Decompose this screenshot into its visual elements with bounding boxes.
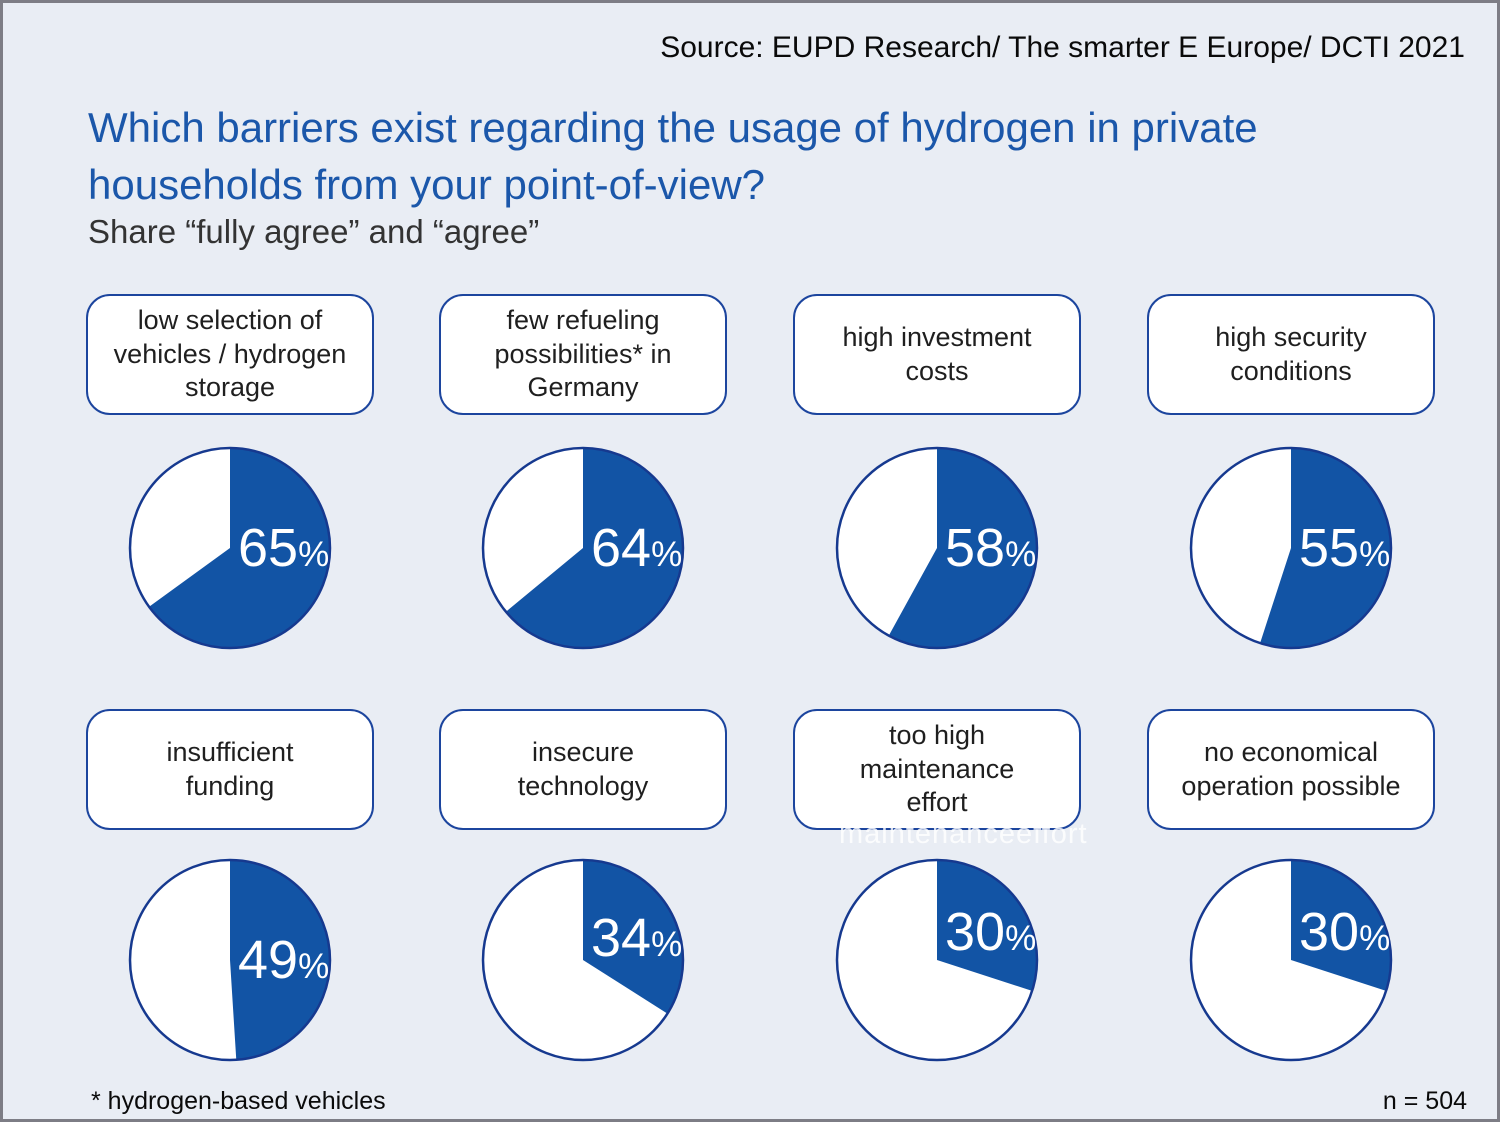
percent-label: 58% [945, 517, 1036, 579]
percent-value: 30 [1299, 902, 1360, 962]
chart-subtitle: Share “fully agree” and “agree” [88, 213, 540, 250]
barrier-label-box: high security conditions [1147, 294, 1435, 415]
barrier-label: too high maintenance effort [859, 719, 1015, 818]
barrier-label-box: few refueling possibilities* in Germany [439, 294, 727, 415]
percent-label: 64% [591, 517, 682, 579]
percent-value: 65 [238, 518, 299, 578]
percent-value: 30 [945, 902, 1006, 962]
percent-label: 30% [1299, 901, 1390, 963]
footnote: * hydrogen-based vehicles [91, 1087, 386, 1115]
barrier-label: high investment costs [842, 321, 1032, 386]
pie-slice-agree [888, 448, 1037, 648]
percent-sign: % [1005, 919, 1037, 958]
percent-value: 34 [591, 908, 652, 968]
barrier-label-box: low selection of vehicles / hydrogen stora… [86, 294, 374, 415]
percent-sign: % [1359, 919, 1391, 958]
barrier-label: few refueling possibilities* in Germany [494, 304, 672, 403]
barrier-label-box: high investment costs [793, 294, 1081, 415]
barrier-label: high security conditions [1215, 321, 1367, 386]
pie-rim [1189, 446, 1393, 650]
pie-rim [481, 858, 685, 1062]
pie-chart: 30% [835, 858, 1039, 1062]
percent-label: 55% [1299, 517, 1390, 579]
barrier-label: insufficient funding [166, 736, 294, 801]
source-note: Source: EUPD Research/ The smarter E Eur… [660, 31, 1465, 64]
percent-sign: % [1005, 535, 1037, 574]
percent-value: 58 [945, 518, 1006, 578]
percent-sign: % [298, 947, 330, 986]
pie-slice-agree [505, 448, 684, 648]
ghost-text: maintenanceeffort [839, 818, 1088, 850]
barrier-label: no economical operation possible [1181, 736, 1401, 801]
percent-sign: % [651, 925, 683, 964]
percent-sign: % [1359, 535, 1391, 574]
pie-rim [835, 446, 1039, 650]
percent-value: 49 [238, 930, 299, 990]
pie-slice-agree [1291, 860, 1392, 991]
percent-label: 65% [238, 517, 329, 579]
barrier-label: insecure technology [517, 736, 649, 801]
percent-sign: % [651, 535, 683, 574]
pie-chart: 30% [1189, 858, 1393, 1062]
pie-chart: 34% [481, 858, 685, 1062]
percent-value: 55 [1299, 518, 1360, 578]
pie-chart: 58% [835, 446, 1039, 650]
percent-label: 34% [591, 907, 682, 969]
sample-size: n = 504 [1382, 1087, 1467, 1115]
percent-label: 30% [945, 901, 1036, 963]
barrier-label-box: too high maintenance effort [793, 709, 1081, 830]
pie-chart: 49% [128, 858, 332, 1062]
pie-rim [128, 446, 332, 650]
barrier-label-box: insecure technology [439, 709, 727, 830]
barrier-label: low selection of vehicles / hydrogen stora… [113, 304, 347, 403]
pie-chart: 65% [128, 446, 332, 650]
pie-rim [1189, 858, 1393, 1062]
percent-value: 64 [591, 518, 652, 578]
barrier-label-box: insufficient funding [86, 709, 374, 830]
pie-slice-agree [1260, 448, 1391, 648]
pie-chart: 64% [481, 446, 685, 650]
pie-slice-agree [149, 448, 331, 648]
percent-sign: % [298, 535, 330, 574]
pie-slice-agree [230, 860, 330, 1060]
barrier-label-box: no economical operation possible [1147, 709, 1435, 830]
percent-label: 49% [238, 929, 329, 991]
pie-slice-agree [937, 860, 1038, 991]
chart-title: Which barriers exist regarding the usage… [88, 104, 1258, 209]
pie-slice-agree [583, 860, 683, 1014]
pie-chart: 55% [1189, 446, 1393, 650]
pie-rim [835, 858, 1039, 1062]
pie-rim [128, 858, 332, 1062]
pie-rim [481, 446, 685, 650]
